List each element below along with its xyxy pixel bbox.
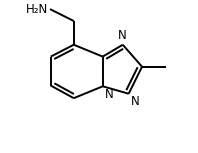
Text: N: N (105, 88, 114, 101)
Text: N: N (131, 95, 140, 108)
Text: N: N (118, 29, 127, 42)
Text: H₂N: H₂N (26, 3, 49, 16)
